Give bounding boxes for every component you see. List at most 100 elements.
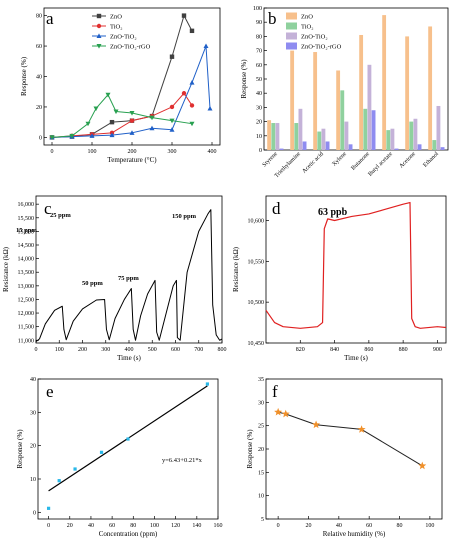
annotation-label: 150 ppm <box>172 213 197 220</box>
x-tick-label-a: 200 <box>128 149 137 155</box>
y-tick-label-d: 10,600 <box>248 219 265 225</box>
bar <box>321 128 326 150</box>
plot-frame-d <box>265 195 447 344</box>
panel-letter-b: b <box>268 9 277 28</box>
bar <box>436 105 441 150</box>
y-tick-label-f: 10 <box>258 494 264 500</box>
legend-swatch-1 <box>286 22 297 30</box>
y-tick-label-b: 30 <box>256 105 262 111</box>
y-tick-label-c: 11,000 <box>18 338 34 344</box>
data-point <box>126 437 130 441</box>
annotation-label: 75 ppm <box>118 275 139 282</box>
data-point-3 <box>49 135 55 140</box>
bar <box>432 140 437 150</box>
y-tick-label-c: 12,500 <box>18 297 35 303</box>
y-tick-label-f: 35 <box>258 377 264 383</box>
data-point <box>357 425 366 433</box>
x-tick-label-b: Acetic acid <box>301 151 324 174</box>
panel-letter-a: a <box>46 9 54 28</box>
series-line-0 <box>35 209 223 343</box>
x-tick-label-b: Xylene <box>331 151 348 168</box>
bar <box>267 120 272 150</box>
bar <box>382 15 387 150</box>
bar <box>440 147 445 150</box>
bar <box>367 64 372 150</box>
bar <box>386 130 391 150</box>
y-tick-label-d: 10,550 <box>248 259 265 265</box>
data-point-0 <box>189 28 195 34</box>
x-tick-label-f: 80 <box>397 523 403 529</box>
bar <box>317 131 322 150</box>
panel-letter-e: e <box>46 382 54 401</box>
data-point-2 <box>89 133 95 138</box>
y-tick-label-b: 50 <box>256 77 262 83</box>
legend-label-1: TiO₂ <box>110 24 123 31</box>
series-line-0 <box>278 411 423 467</box>
y-tick-label-a: 0 <box>39 135 42 141</box>
y-tick-label-c: 12,000 <box>18 311 35 317</box>
x-tick-label-e: 160 <box>214 523 223 529</box>
y-tick-label-c: 14,000 <box>18 257 35 263</box>
data-point-3 <box>149 115 155 121</box>
data-point-2 <box>129 130 135 135</box>
y-tick-label-e: 0 <box>33 510 36 516</box>
data-point <box>418 461 427 470</box>
data-point-2 <box>169 127 175 132</box>
data-point-3 <box>93 106 99 112</box>
x-tick-label-c: 700 <box>194 347 203 353</box>
data-point-0 <box>181 13 187 18</box>
x-tick-label-d: 900 <box>433 347 442 353</box>
y-axis-label-a: Response (%) <box>20 56 28 96</box>
legend-swatch-3 <box>286 42 297 50</box>
bar <box>344 121 349 150</box>
x-tick-label-c: 0 <box>35 347 38 353</box>
x-tick-label-c: 500 <box>148 347 157 353</box>
data-point-0 <box>169 54 175 59</box>
y-tick-label-e: 10 <box>30 477 36 483</box>
x-tick-label-c: 600 <box>171 347 180 353</box>
data-point-2 <box>207 105 213 111</box>
y-tick-label-b: 60 <box>256 63 262 69</box>
bar <box>298 108 303 150</box>
plot-frame-a <box>43 7 221 146</box>
y-tick-label-d: 10,450 <box>248 341 265 347</box>
y-tick-label-b: 70 <box>256 49 262 55</box>
y-tick-label-b: 20 <box>256 120 262 126</box>
y-tick-label-b: 40 <box>256 91 262 97</box>
data-point <box>57 479 61 483</box>
y-tick-label-a: 40 <box>36 75 42 81</box>
x-tick-label-d: 820 <box>296 347 305 353</box>
data-point-3 <box>105 92 111 98</box>
x-tick-label-b: Acetone <box>399 151 418 170</box>
bar <box>325 141 330 150</box>
x-tick-label-d: 860 <box>364 347 373 353</box>
y-tick-label-b: 10 <box>256 134 262 140</box>
x-tick-label-d: 880 <box>399 347 408 353</box>
y-axis-label-d: Resistance (kΩ) <box>232 246 240 292</box>
y-tick-label-b: 100 <box>253 6 262 12</box>
data-point-3 <box>69 133 75 139</box>
x-tick-label-a: 0 <box>51 149 54 155</box>
data-point-2 <box>203 43 209 49</box>
x-tick-label-e: 0 <box>47 523 50 529</box>
y-tick-label-c: 14,500 <box>18 243 35 249</box>
data-point-3 <box>189 121 195 127</box>
fit-equation: y=6.43+0.21*x <box>162 457 203 464</box>
x-axis-label-e: Concentration (ppm) <box>99 530 158 538</box>
bar <box>348 144 353 150</box>
x-axis-label-f: Relative humidity (%) <box>323 530 386 538</box>
data-point-1 <box>129 118 135 123</box>
x-tick-label-b: Styrene <box>262 151 279 168</box>
y-axis-label-f: Response (%) <box>246 429 254 469</box>
data-point-3 <box>169 118 175 124</box>
bar <box>428 26 433 150</box>
x-tick-label-c: 200 <box>78 347 87 353</box>
annotation-label: 15 ppm <box>16 227 37 234</box>
data-point-1 <box>181 91 187 96</box>
data-point <box>99 450 104 454</box>
x-tick-label-c: 100 <box>55 347 64 353</box>
bar <box>336 70 341 150</box>
y-tick-label-b: 0 <box>259 148 262 154</box>
y-axis-label-e: Response (%) <box>16 429 24 469</box>
